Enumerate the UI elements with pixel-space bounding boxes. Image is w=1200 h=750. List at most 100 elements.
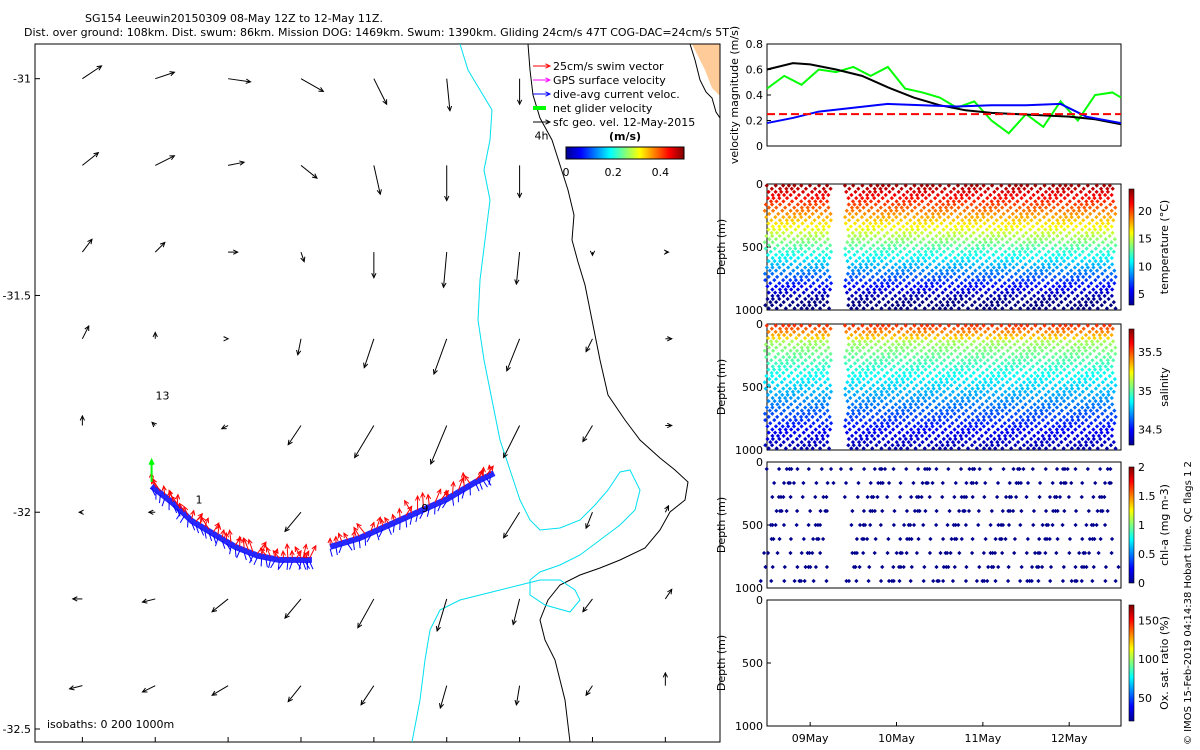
temperature-point xyxy=(949,274,954,280)
salinity-point xyxy=(1000,414,1005,420)
temperature-point xyxy=(960,287,965,292)
temperature-point xyxy=(874,284,879,289)
salinity-point xyxy=(1102,370,1107,375)
temperature-point xyxy=(1080,249,1085,254)
temperature-point xyxy=(966,227,972,232)
temperature-point xyxy=(922,306,927,311)
temperature-point xyxy=(978,255,983,261)
temperature-point xyxy=(1098,186,1104,191)
temperature-point xyxy=(792,306,797,311)
temperature-point xyxy=(1109,293,1114,298)
salinity-point xyxy=(848,395,853,401)
salinity-point xyxy=(1106,421,1111,426)
temperature-point xyxy=(1091,293,1096,298)
velocity-ytick-label: 0.2 xyxy=(746,115,764,128)
salinity-point xyxy=(818,440,823,445)
geo-vector xyxy=(582,425,593,442)
salinity-point xyxy=(1071,336,1077,341)
salinity-point xyxy=(865,332,870,338)
salinity-point xyxy=(913,370,918,375)
temperature-point xyxy=(890,271,895,276)
temperature-point xyxy=(1074,224,1079,229)
temperature-point xyxy=(792,243,797,248)
salinity-point xyxy=(990,443,995,448)
salinity-point xyxy=(1061,430,1066,435)
temperature-point xyxy=(894,208,899,213)
temperature-point xyxy=(879,290,884,295)
temperature-point xyxy=(890,233,895,239)
salinity-point xyxy=(950,421,955,426)
salinity-point xyxy=(814,373,819,379)
salinity-point xyxy=(828,421,834,426)
salinity-point xyxy=(821,336,826,341)
temperature-point xyxy=(1047,265,1052,270)
salinity-point xyxy=(898,383,903,388)
temperature-point xyxy=(1007,230,1012,235)
salinity-point xyxy=(875,354,880,360)
salinity-point xyxy=(799,386,804,391)
salinity-point xyxy=(980,370,986,375)
salinity-point xyxy=(1090,443,1096,448)
legend-label: 25cm/s swim vector xyxy=(553,60,664,73)
salinity-point xyxy=(1018,351,1023,357)
temperature-point xyxy=(948,259,954,264)
temperature-point xyxy=(914,293,919,298)
temperature-point xyxy=(785,252,790,257)
temperature-point xyxy=(1099,303,1104,308)
salinity-point xyxy=(961,380,967,385)
salinity-point xyxy=(782,377,787,382)
temperature-point xyxy=(957,274,962,280)
chla-point xyxy=(818,508,823,514)
temperature-point xyxy=(990,202,995,207)
temperature-point xyxy=(872,249,877,254)
salinity-point xyxy=(1021,348,1026,353)
salinity-point xyxy=(858,332,863,338)
temperature-point xyxy=(894,214,899,220)
temperature-point xyxy=(792,211,797,217)
temperature-point xyxy=(1077,284,1082,289)
chla-point xyxy=(795,564,800,570)
temperature-point xyxy=(763,246,768,251)
temperature-point xyxy=(1002,281,1007,286)
salinity-point xyxy=(1036,414,1042,420)
chla-point xyxy=(788,536,794,542)
salinity-point xyxy=(927,433,932,438)
salinity-point xyxy=(1004,443,1009,448)
salinity-point xyxy=(1091,380,1096,385)
geo-vector-head xyxy=(245,78,252,84)
temperature-point xyxy=(873,233,878,239)
salinity-point xyxy=(901,402,907,407)
temperature-point xyxy=(1067,199,1073,204)
chla-point xyxy=(886,578,892,584)
salinity-point xyxy=(880,424,885,429)
salinity-point xyxy=(939,329,945,334)
salinity-point xyxy=(1077,392,1082,397)
temperature-point xyxy=(886,211,891,217)
map-xtick-label: 114.4 xyxy=(358,748,390,750)
temperature-point xyxy=(822,271,827,276)
temperature-point xyxy=(970,224,976,229)
salinity-point xyxy=(865,364,870,369)
salinity-point xyxy=(778,443,783,448)
salinity-point xyxy=(1092,367,1098,372)
temperature-point xyxy=(824,246,830,251)
salinity-point xyxy=(1095,339,1100,344)
temperature-point xyxy=(1091,192,1096,198)
temperature-point xyxy=(1078,221,1083,226)
temperature-point xyxy=(951,218,956,223)
salinity-point xyxy=(848,414,853,420)
temperature-point xyxy=(843,246,848,251)
salinity-point xyxy=(898,421,903,426)
salinity-point xyxy=(1073,358,1078,363)
temperature-point xyxy=(1058,277,1063,283)
temperature-point xyxy=(967,296,972,302)
salinity-point xyxy=(947,392,953,397)
temperature-point xyxy=(916,265,921,270)
salinity-point xyxy=(967,336,972,341)
temperature-point xyxy=(1058,199,1064,204)
salinity-point xyxy=(879,430,884,435)
salinity-point xyxy=(861,446,866,451)
salinity-point xyxy=(901,364,906,369)
salinity-point xyxy=(978,411,983,416)
salinity-point xyxy=(856,440,862,445)
